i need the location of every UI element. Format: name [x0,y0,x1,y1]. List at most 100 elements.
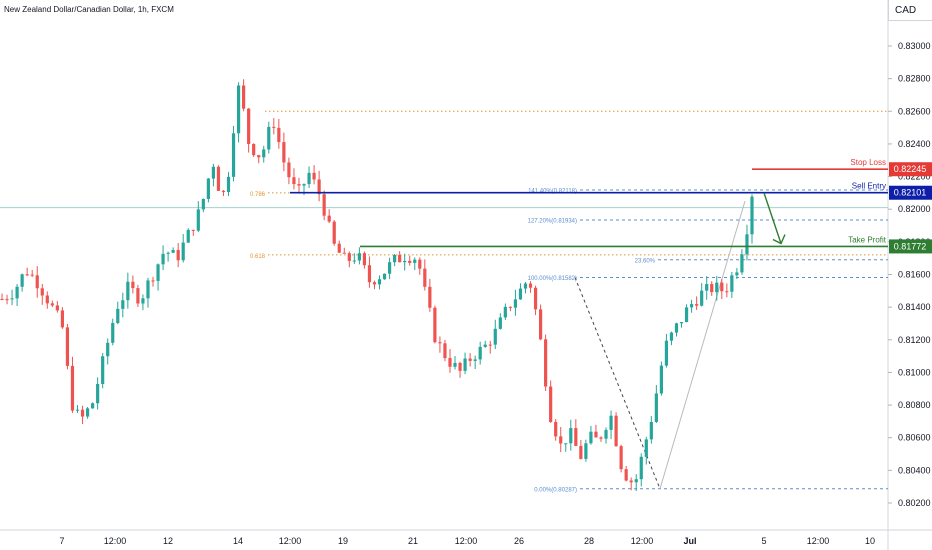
candle-body [221,190,226,193]
candle-body [10,298,14,300]
candle-body [151,280,155,282]
sell-entry-label: Sell Entry [852,182,886,191]
candle-body [750,196,754,235]
candle-body [433,307,437,343]
candle-body [644,439,648,457]
y-tick-label: 0.81200 [898,335,931,345]
candle-body [357,253,361,261]
y-tick-label: 0.82000 [898,204,931,214]
candle-body [191,229,195,231]
fib-right-label: 23.60% [635,258,656,264]
candle-body [730,275,734,292]
candle-body [725,291,729,293]
sell-entry-price-text: 0.82101 [894,188,927,198]
x-tick-label: 7 [59,536,64,546]
candle-body [549,386,553,422]
candle-body [262,149,266,158]
candle-body [332,221,336,244]
stop-loss-price-tag [889,162,932,177]
candle-body [594,431,598,438]
fib-right-label: 141.40%(0.82118) [528,188,577,194]
candle-body [216,166,221,191]
candle-body [453,362,457,367]
candle-body [387,262,392,274]
y-tick-label: 0.81400 [898,302,931,312]
candle-body [579,445,583,459]
candle-body [20,274,24,287]
candle-body [745,234,749,255]
sell-entry-price-tag [889,185,932,200]
candle-body [362,253,367,266]
candle-body [382,273,387,280]
candle-body [720,282,724,292]
candle-body [468,358,472,361]
candle-body [352,260,356,262]
candle-body [569,428,573,444]
candle-body [50,303,54,306]
candle-body [252,143,256,156]
candle-body [55,305,59,311]
take-profit-price-text: 0.81772 [894,241,927,251]
candle-body [0,298,4,300]
candle-body [705,284,709,291]
candle-body [60,310,65,328]
y-tick-label: 0.80200 [898,498,931,508]
candle-body [141,298,145,304]
chart-title: New Zealand Dollar/Canadian Dollar, 1h, … [4,5,174,14]
y-tick-label: 0.80600 [898,433,931,443]
rise-trend-line [659,200,746,489]
candle-body [186,229,190,243]
candle-body [559,436,563,444]
candle-body [45,295,49,304]
candle-body [231,133,236,177]
y-tick-label: 0.82400 [898,139,931,149]
candle-body [247,108,251,144]
candle-body [35,275,39,289]
y-tick-label: 0.81600 [898,270,931,280]
candle-body [715,282,719,293]
candle-body [226,176,231,193]
y-tick-label: 0.82800 [898,74,931,84]
candle-body [211,166,216,179]
candle-body [242,85,246,109]
candle-body [342,252,346,254]
y-tick-label: 0.80800 [898,400,931,410]
x-tick-label: 28 [584,536,594,546]
stop-loss-label: Stop Loss [850,158,886,167]
candle-body [176,249,180,261]
candle-body [418,259,422,269]
candle-body [15,286,19,299]
candle-body [619,446,623,470]
fib-left-label: 0.786 [250,192,266,198]
candle-body [428,286,432,308]
x-tick-label: 12:00 [807,536,830,546]
candle-body [639,456,643,480]
candle-body [277,127,281,143]
candle-body [111,322,115,343]
candle-body [634,479,638,483]
x-tick-label: 21 [408,536,418,546]
candle-body [156,264,160,281]
candle-body [629,480,633,483]
candle-body [377,279,382,285]
y-tick-label: 0.82600 [898,106,931,116]
candle-body [503,306,507,318]
candle-body [297,184,301,186]
candle-body [312,172,316,180]
x-tick-label: 26 [514,536,524,546]
candle-body [614,415,618,447]
candle-body [679,322,684,324]
y-tick-label: 0.81000 [898,367,931,377]
stop-loss-price-text: 0.82245 [894,164,927,174]
x-tick-label: 14 [233,536,243,546]
candle-body [408,260,412,263]
fib-left-label: 0.618 [250,254,266,260]
x-tick-label: 12:00 [455,536,478,546]
candle-body [65,327,70,366]
candle-body [257,155,261,158]
candle-body [307,172,311,185]
candle-body [287,162,291,178]
candle-body [337,243,341,253]
candle-body [302,184,306,186]
